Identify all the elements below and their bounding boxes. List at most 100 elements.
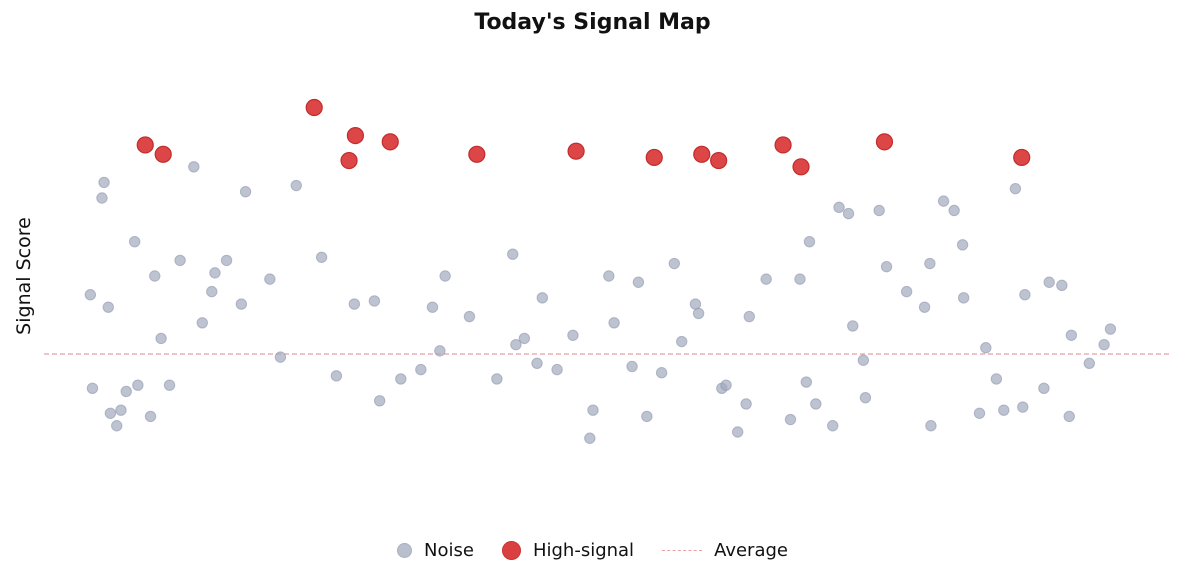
noise-point [731,426,744,438]
noise-point [842,207,855,220]
noise-point [925,420,937,432]
noise-point [235,298,248,310]
noise-point [531,357,543,370]
high-signal-point [710,151,728,170]
noise-point [510,338,522,351]
noise-point [128,235,141,248]
noise-point [149,270,161,282]
noise-point [857,354,870,366]
noise-point [104,407,117,419]
noise-point [96,192,108,204]
high-signal-point [875,133,894,151]
noise-point [395,373,407,385]
legend-high-signal-label: High-signal [532,540,635,561]
noise-point [368,295,381,307]
noise-point [491,373,503,385]
noise-point [810,398,822,410]
noise-point [873,204,885,217]
noise-point [720,379,732,391]
noise-point [264,273,276,285]
legend-noise-label: Noise [424,540,474,561]
noise-point [584,432,596,444]
legend-average-line [662,550,703,551]
noise-point [1019,289,1031,301]
noise-point [463,310,476,323]
noise-point [1098,338,1110,351]
noise-point [536,292,549,304]
noise-point [209,267,221,279]
noise-point [144,410,157,423]
noise-point [551,363,563,376]
high-signal-point [693,145,711,163]
noise-point [348,298,361,310]
noise-point [155,332,167,345]
noise-point [1056,279,1068,292]
noise-point [132,379,144,391]
noise-point [315,251,328,263]
noise-point [1017,401,1029,413]
noise-point [330,370,343,382]
noise-point [1063,410,1075,423]
high-signal-point [792,158,810,176]
noise-point [794,273,806,285]
noise-point [507,248,519,260]
noise-point [98,176,110,189]
noise-point [1009,182,1022,195]
noise-point [803,235,816,248]
noise-point [439,270,451,282]
noise-point [111,420,123,432]
noise-point [206,285,218,298]
noise-point [626,360,638,373]
high-signal-point [567,142,585,160]
noise-point [1038,382,1050,395]
noise-point [880,260,893,273]
noise-point [608,317,620,329]
high-signal-point [346,127,364,145]
noise-point [740,398,752,410]
high-signal-point [305,98,323,117]
noise-point [434,345,446,357]
noise-point [784,413,797,426]
chart-title: Today's Signal Map [474,10,711,35]
noise-point [948,204,960,217]
noise-point [120,385,132,398]
noise-point [641,410,653,423]
noise-point [587,404,599,416]
noise-point [84,289,97,301]
noise-point [655,367,668,379]
noise-point [924,257,936,270]
noise-point [290,179,302,192]
legend-average-label: Average [714,540,788,561]
high-signal-point [645,148,663,167]
noise-point [918,301,931,313]
high-signal-point [154,145,172,163]
noise-point [847,320,859,332]
noise-point [937,195,950,207]
noise-point [220,254,233,267]
noise-point [689,298,702,310]
noise-point [86,382,99,395]
noise-point [827,420,839,432]
noise-point [239,186,252,198]
noise-point [800,376,813,388]
legend: Noise High-signal Average [0,540,1185,561]
noise-point [1065,329,1078,341]
legend-noise-marker [397,543,413,558]
noise-point [833,201,845,214]
noise-point [668,257,681,270]
noise-point [115,404,127,416]
noise-point [373,395,386,407]
noise-point [859,391,872,404]
noise-point [675,335,688,348]
noise-point [274,351,287,363]
noise-point [174,254,186,267]
noise-point [188,161,200,173]
noise-point [998,404,1010,416]
high-signal-point [340,151,358,170]
noise-point [973,407,986,419]
high-signal-point [1013,148,1031,167]
noise-point [900,285,913,298]
noise-point [102,301,114,313]
noise-point [956,239,969,251]
